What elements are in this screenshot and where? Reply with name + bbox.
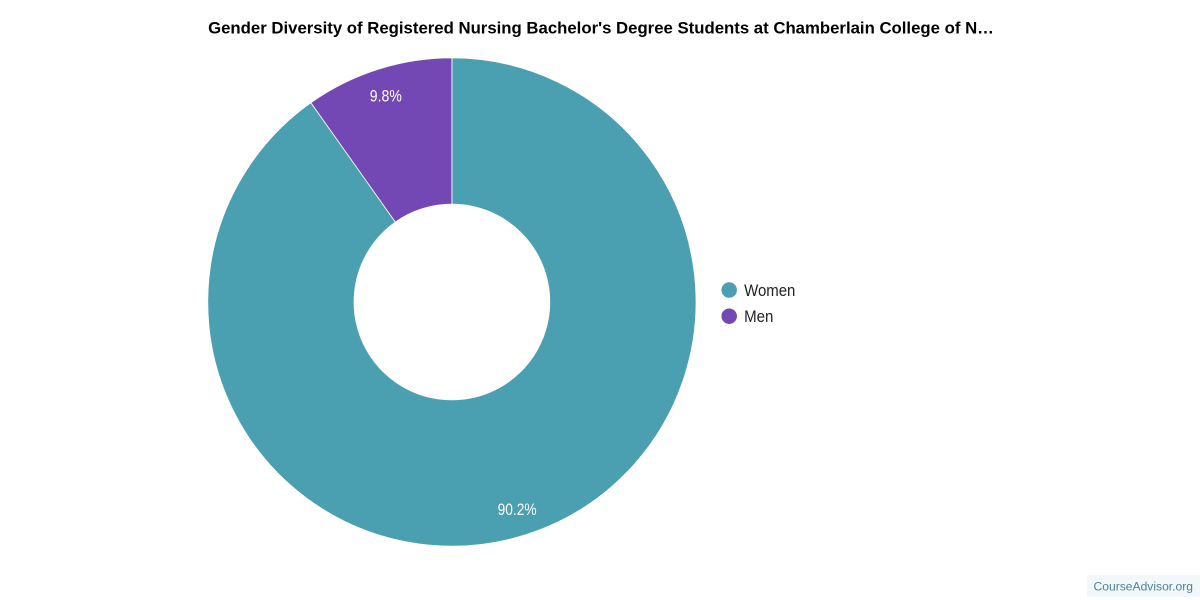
svg-text:Gender Diversity of Registered: Gender Diversity of Registered Nursing B… <box>208 18 994 37</box>
svg-text:90.2%: 90.2% <box>498 500 537 519</box>
svg-text:Women: Women <box>744 282 795 300</box>
svg-text:9.8%: 9.8% <box>370 86 402 105</box>
svg-text:Men: Men <box>744 308 773 326</box>
svg-text:CourseAdvisor.org: CourseAdvisor.org <box>1094 580 1193 594</box>
